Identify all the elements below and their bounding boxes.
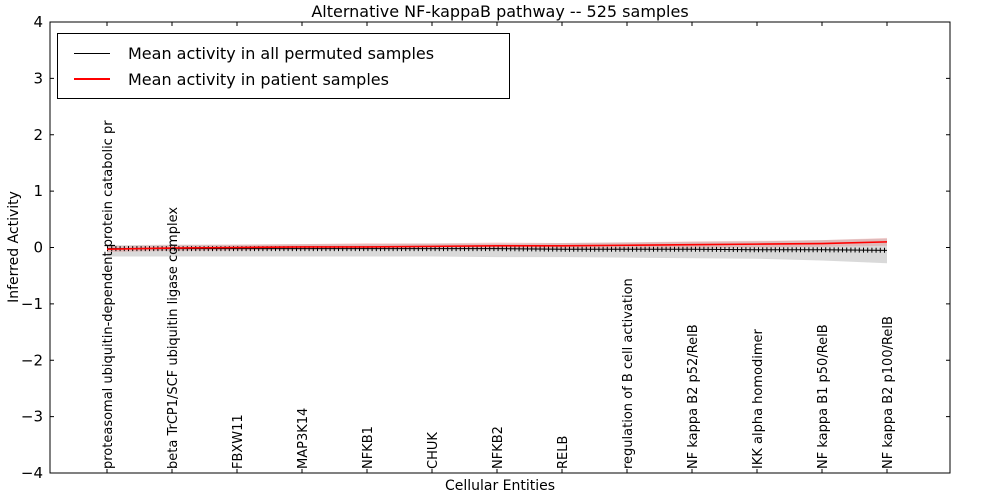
x-category-label: CHUK bbox=[426, 432, 441, 469]
patient-mean-line bbox=[106, 241, 888, 250]
y-tick-label: 2 bbox=[33, 126, 43, 144]
legend-item-patient: Mean activity in patient samples bbox=[58, 66, 509, 92]
y-tick-label: −4 bbox=[21, 464, 43, 482]
x-category-label: NF kappa B1 p50/RelB bbox=[816, 324, 831, 469]
y-tick-label: −2 bbox=[21, 351, 43, 369]
x-category-label: proteasomal ubiquitin-dependent protein … bbox=[101, 120, 116, 469]
x-category-label: MAP3K14 bbox=[296, 408, 311, 469]
x-category-label: NF kappa B2 p52/RelB bbox=[686, 324, 701, 469]
x-axis-label: Cellular Entities bbox=[444, 478, 556, 494]
legend-line-sample-black bbox=[74, 52, 110, 54]
x-category-label: beta TrCP1/SCF ubiquitin ligase complex bbox=[166, 207, 181, 469]
x-category-label: IKK alpha homodimer bbox=[751, 328, 766, 469]
x-category-label: NFKB1 bbox=[361, 426, 376, 469]
x-category-label: regulation of B cell activation bbox=[621, 278, 636, 469]
x-category-label: RELB bbox=[556, 436, 571, 469]
chart-title: Alternative NF-kappaB pathway -- 525 sam… bbox=[311, 2, 689, 21]
legend-label: Mean activity in all permuted samples bbox=[128, 43, 435, 63]
y-tick-label: 1 bbox=[33, 182, 43, 200]
y-axis-label: Inferred Activity bbox=[6, 191, 22, 303]
y-tick-label: −1 bbox=[21, 295, 43, 313]
legend: Mean activity in all permuted samples Me… bbox=[57, 33, 510, 99]
y-tick-label: −3 bbox=[21, 408, 43, 426]
y-tick-label: 3 bbox=[33, 69, 43, 87]
x-category-label: NFKB2 bbox=[491, 426, 506, 469]
permuted-mean-line bbox=[107, 248, 888, 251]
legend-label: Mean activity in patient samples bbox=[128, 69, 389, 89]
x-category-label: NF kappa B2 p100/RelB bbox=[881, 316, 896, 469]
x-category-label: FBXW11 bbox=[231, 414, 246, 469]
y-tick-label: 0 bbox=[33, 239, 43, 257]
legend-item-permuted: Mean activity in all permuted samples bbox=[58, 40, 509, 66]
legend-line-sample-red bbox=[74, 78, 110, 80]
y-tick-label: 4 bbox=[33, 13, 43, 31]
